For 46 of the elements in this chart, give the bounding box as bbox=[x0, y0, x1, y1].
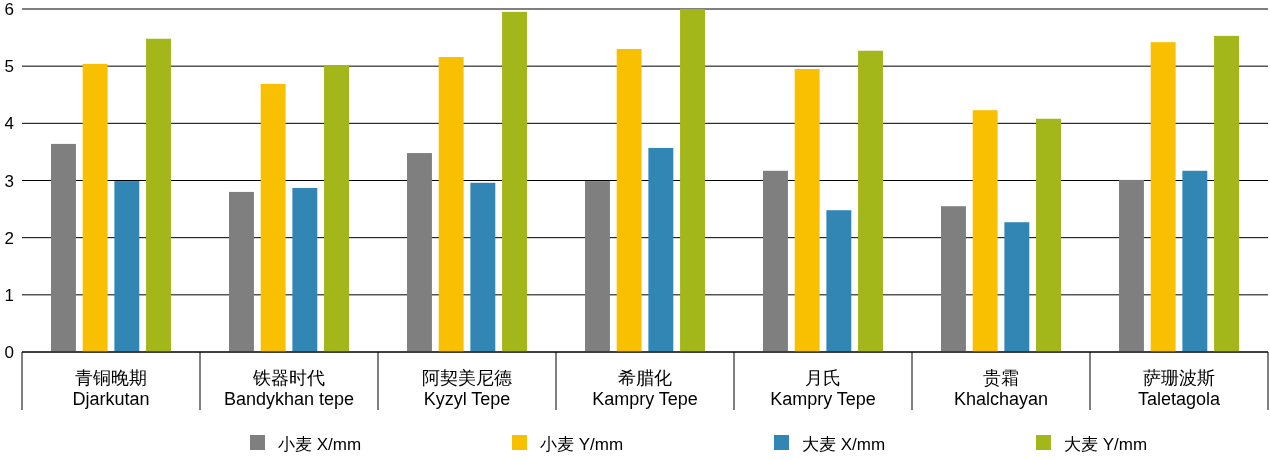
legend-label: 小麦 Y/mm bbox=[540, 435, 624, 454]
bar bbox=[407, 153, 432, 352]
bar bbox=[1036, 118, 1061, 352]
bar bbox=[438, 57, 464, 352]
x-tick-label: 铁器时代 Bandykhan tepe bbox=[223, 368, 355, 409]
y-tick-label: 0 bbox=[4, 343, 14, 362]
x-tick-label: 月氏 Kampry Tepe bbox=[770, 368, 876, 409]
x-tick-label: 贵霜 Khalchayan bbox=[953, 368, 1049, 409]
bar bbox=[229, 191, 254, 352]
bar bbox=[680, 9, 705, 352]
y-tick-label: 3 bbox=[4, 171, 14, 191]
bar bbox=[826, 210, 852, 352]
bar bbox=[146, 38, 171, 352]
x-tick-label: 希腊化 Kampry Tepe bbox=[592, 368, 698, 409]
x-tick-label: 阿契美尼德 Kyzyl Tepe bbox=[422, 368, 512, 409]
bar bbox=[470, 182, 496, 352]
y-tick-label: 4 bbox=[4, 114, 14, 134]
bar bbox=[51, 143, 76, 352]
y-tick-label: 1 bbox=[4, 285, 14, 305]
bar bbox=[1214, 35, 1239, 352]
bar bbox=[794, 69, 820, 352]
bar bbox=[82, 63, 108, 352]
bar bbox=[1119, 179, 1144, 352]
bar bbox=[502, 11, 527, 352]
bar bbox=[1004, 222, 1030, 352]
bar bbox=[972, 110, 998, 352]
bar bbox=[1182, 170, 1208, 352]
y-tick-label: 5 bbox=[4, 57, 14, 77]
bar bbox=[585, 181, 610, 352]
bar bbox=[1150, 42, 1176, 352]
bar bbox=[941, 206, 966, 352]
x-tick-label: 萨珊波斯 Taletagola bbox=[1137, 368, 1222, 409]
y-tick-label: 6 bbox=[4, 0, 14, 19]
bar bbox=[260, 83, 286, 352]
bar bbox=[324, 65, 349, 352]
bar bbox=[763, 170, 788, 352]
y-tick-label: 2 bbox=[4, 228, 14, 248]
legend-label: 小麦 X/mm bbox=[278, 435, 362, 454]
legend-label: 大麦 X/mm bbox=[802, 435, 886, 454]
legend-label: 大麦 Y/mm bbox=[1064, 435, 1148, 454]
bar bbox=[292, 187, 318, 352]
bar bbox=[616, 49, 642, 352]
bar bbox=[648, 147, 674, 352]
x-tick-label: 青铜晚期 Djarkutan bbox=[72, 368, 150, 409]
bar bbox=[114, 181, 140, 352]
bar bbox=[858, 50, 883, 352]
